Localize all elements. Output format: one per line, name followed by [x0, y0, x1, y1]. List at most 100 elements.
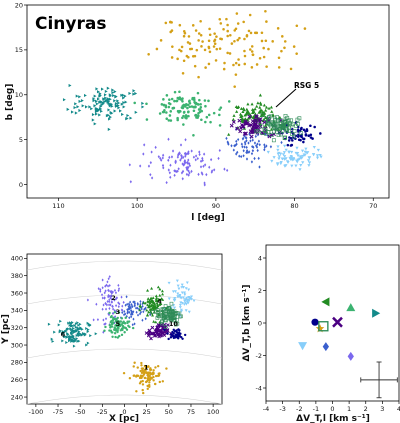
sky-star-group-9 [296, 152, 300, 155]
sky-star-group-9 [272, 156, 276, 160]
sky-star-group-5 [182, 110, 186, 114]
sky-star-group-2 [169, 163, 172, 167]
xy-group-label-6: 6 [61, 330, 66, 338]
sky-star-group-1 [250, 50, 254, 53]
xy-star-group-4 [154, 305, 158, 309]
sky-star-group-2 [150, 150, 153, 154]
sky-star-group-7 [257, 119, 262, 124]
xy-star-group-5 [127, 324, 130, 328]
sky-star-group-9 [301, 161, 305, 165]
xy-star-group-4 [148, 304, 152, 307]
xy-star-group-6 [75, 337, 79, 341]
sky-star-group-1 [243, 54, 247, 58]
sky-star-group-2 [149, 173, 152, 177]
xy-star-group-9 [167, 281, 171, 285]
xy-star-group-2 [101, 296, 104, 300]
sky-star-group-3 [237, 137, 240, 142]
xy-star-group-9 [171, 290, 175, 294]
xy-star-group-2 [104, 289, 107, 293]
sky-star-group-5 [176, 118, 179, 122]
xy-star-group-3 [136, 313, 140, 317]
xy-star-group-9 [178, 303, 182, 307]
sky-star-group-2 [210, 158, 213, 162]
xy-star-group-6 [78, 333, 81, 337]
sky-star-group-1 [203, 48, 207, 52]
sky-star-group-10 [285, 128, 290, 133]
sky-star-group-6 [112, 93, 115, 98]
xy-star-group-1 [136, 374, 140, 378]
xy-star-group-9 [192, 299, 196, 303]
xy-group-label-1: 1 [144, 363, 149, 371]
sky-star-group-1 [233, 85, 236, 88]
sky-star-group-5 [178, 109, 182, 113]
sky-star-group-6 [91, 118, 95, 122]
xy-star-group-3 [141, 318, 144, 322]
sky-map-xtick-label: 100 [131, 202, 143, 210]
sky-star-group-5 [173, 90, 177, 94]
sky-star-group-2 [173, 169, 176, 173]
xy-map-frame [26, 253, 223, 405]
xy-star-group-2 [104, 302, 107, 306]
sky-star-group-4 [258, 105, 262, 109]
xy-star-group-3 [132, 310, 135, 314]
sky-star-group-1 [214, 59, 218, 62]
sky-star-group-1 [243, 37, 246, 41]
xy-star-group-4 [149, 309, 153, 313]
sky-star-group-6 [125, 116, 129, 121]
sky-star-group-10 [282, 136, 287, 141]
sky-star-group-4 [239, 106, 244, 110]
sky-star-group-5 [218, 113, 221, 117]
velocity-xtick-label: -1 [313, 405, 319, 413]
sky-star-group-7 [253, 121, 258, 126]
xy-star-group-9 [180, 283, 184, 287]
xy-star-group-4 [150, 311, 154, 315]
sky-star-group-6 [122, 96, 126, 100]
sky-star-group-9 [315, 156, 320, 160]
sky-star-group-10 [279, 132, 283, 137]
sky-star-group-3 [255, 145, 259, 149]
sky-star-group-8 [287, 139, 291, 142]
velocity-point-group-8 [311, 318, 319, 326]
sky-star-group-6 [78, 95, 82, 99]
sky-star-group-4 [262, 103, 266, 107]
velocity-ytick-label: 0 [258, 319, 262, 327]
xy-star-group-9 [177, 313, 181, 316]
xy-star-group-4 [161, 292, 165, 296]
sky-star-group-1 [215, 47, 219, 51]
xy-star-group-6 [77, 330, 81, 334]
sky-star-group-6 [111, 91, 115, 95]
sky-star-group-1 [207, 46, 211, 50]
xy-star-group-6 [53, 330, 56, 334]
sky-star-group-6 [106, 86, 110, 90]
sky-star-group-2 [213, 168, 216, 172]
sky-star-group-1 [182, 29, 186, 33]
xy-star-group-1 [139, 369, 142, 373]
xy-star-group-2 [96, 318, 99, 322]
xy-star-group-9 [173, 297, 177, 300]
sky-star-group-1 [267, 47, 270, 51]
sky-star-group-8 [309, 133, 313, 137]
xy-star-group-9 [190, 295, 194, 299]
xy-star-group-5 [117, 327, 120, 330]
sky-star-group-7 [249, 134, 254, 139]
xy-star-group-1 [150, 376, 153, 380]
sky-star-group-9 [279, 162, 283, 166]
sky-star-group-9 [281, 157, 285, 161]
sky-star-group-1 [182, 59, 186, 63]
xy-star-group-3 [139, 310, 142, 314]
xy-star-group-1 [148, 385, 151, 389]
sky-star-group-2 [176, 169, 179, 173]
xy-star-group-6 [70, 324, 73, 328]
xy-star-group-2 [103, 322, 106, 326]
sky-star-group-6 [103, 93, 107, 97]
sky-star-group-4 [241, 110, 245, 113]
xy-star-group-4 [161, 298, 165, 301]
xy-star-group-6 [61, 339, 64, 343]
xy-star-group-4 [152, 306, 156, 310]
xy-star-group-9 [176, 284, 180, 288]
sky-star-group-2 [154, 145, 157, 149]
sky-star-group-2 [190, 149, 193, 153]
sky-star-group-6 [120, 93, 124, 97]
sky-star-group-8 [288, 136, 291, 139]
sky-star-group-4 [250, 102, 254, 106]
